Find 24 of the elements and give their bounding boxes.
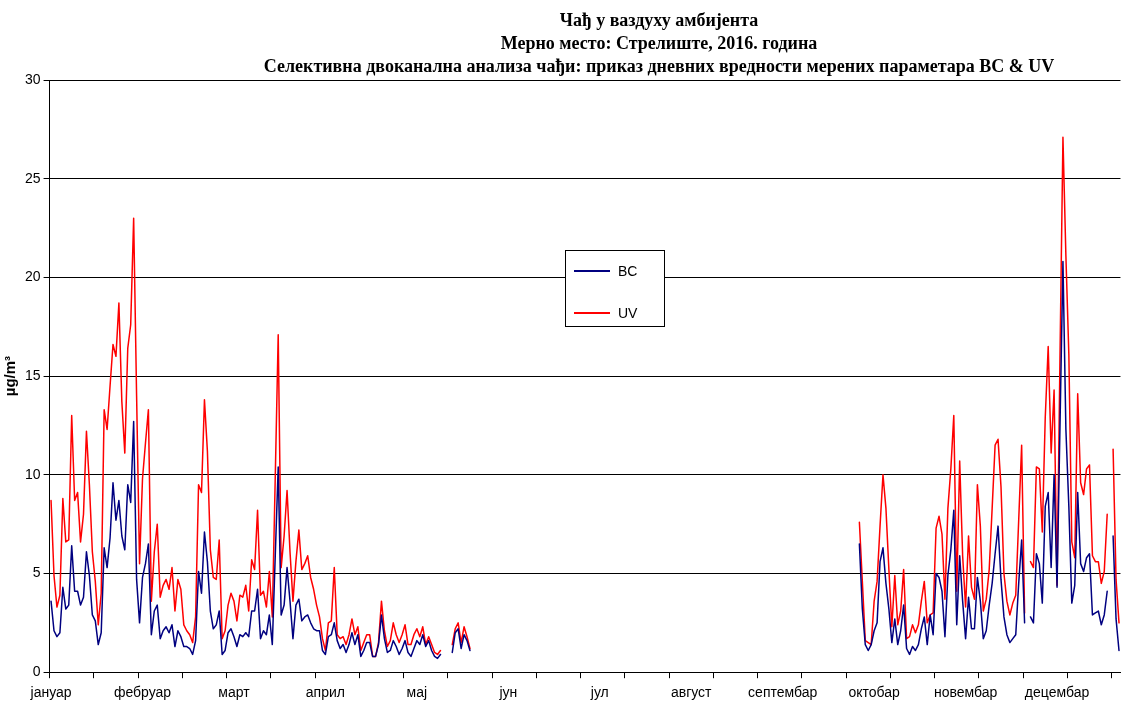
x-tick-label: август (670, 684, 713, 701)
x-tick-label: јун (498, 684, 518, 701)
x-tick-label: април (305, 684, 345, 701)
y-axis-title: µg/m³ (1, 355, 19, 397)
y-tick-label: 30 (24, 70, 41, 87)
y-tick-label: 20 (24, 268, 41, 285)
chart-title: Чађ у ваздуху амбијента (558, 9, 760, 32)
x-tick-label: јануар (29, 684, 72, 701)
x-tick-label: септембар (748, 684, 818, 701)
x-tick-label: фебруар (113, 684, 172, 701)
x-tick-label: март (218, 684, 251, 701)
x-tick-label: мај (406, 684, 428, 701)
x-tick-label: децембар (1024, 684, 1090, 701)
y-tick-label: 10 (24, 465, 41, 482)
legend-label: UV (618, 305, 638, 321)
y-tick-label: 25 (24, 169, 41, 186)
x-tick-label: јул (589, 684, 609, 701)
chart-subtitle: Мерно место: Стрелиште, 2016. година Селективна двоканална анализа чађи: приказ дневних вредности мерених параметара BC & UV (262, 32, 1056, 78)
legend-label: BC (618, 263, 638, 279)
y-tick-label: 5 (32, 564, 41, 581)
y-tick-label: 15 (24, 366, 41, 383)
y-tick-label: 0 (32, 663, 41, 680)
x-tick-label: октобар (848, 684, 901, 701)
x-tick-label: новембар (933, 684, 998, 701)
